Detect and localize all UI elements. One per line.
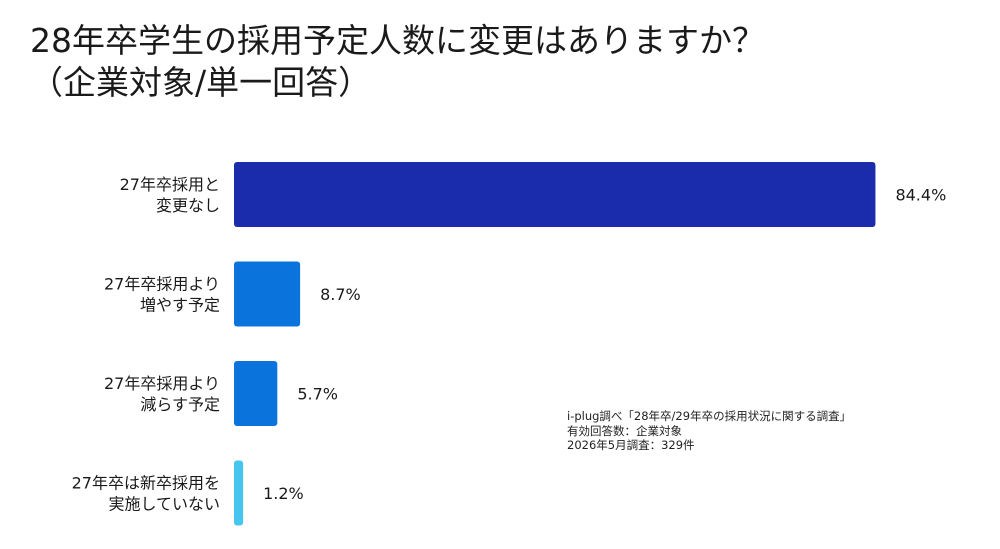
value-label-1: 84.4% (895, 186, 946, 205)
bar-4 (234, 460, 244, 526)
chart-title-line-1: 28年卒学生の採用予定人数に変更はありますか？ (30, 21, 765, 60)
source-note-line-3: 2026年5月調査：329件 (567, 438, 695, 452)
value-label-3: 5.7% (297, 385, 338, 404)
category-label-4: 27年卒は新卒採用を実施していない (72, 474, 220, 514)
chart-title-line-2: （企業対象/単一回答） (30, 63, 372, 102)
category-label-2: 27年卒採用より増やす予定 (104, 275, 220, 315)
value-label-4: 1.2% (263, 484, 304, 503)
source-note-line-2: 有効回答数：企業対象 (567, 423, 682, 438)
source-note: i-plug調べ「28年卒/29年卒の採用状況に関する調査」 有効回答数：企業対… (567, 409, 851, 453)
category-label-1: 27年卒採用と変更なし (120, 175, 220, 215)
chart-title: 28年卒学生の採用予定人数に変更はありますか？ （企業対象/単一回答） (30, 20, 970, 104)
category-label-3: 27年卒採用より減らす予定 (104, 374, 220, 414)
source-note-line-1: i-plug調べ「28年卒/29年卒の採用状況に関する調査」 (567, 409, 852, 423)
bar-1 (234, 162, 876, 227)
value-label-2: 8.7% (320, 285, 361, 304)
bar-2 (234, 261, 301, 327)
bar-3 (234, 361, 278, 426)
